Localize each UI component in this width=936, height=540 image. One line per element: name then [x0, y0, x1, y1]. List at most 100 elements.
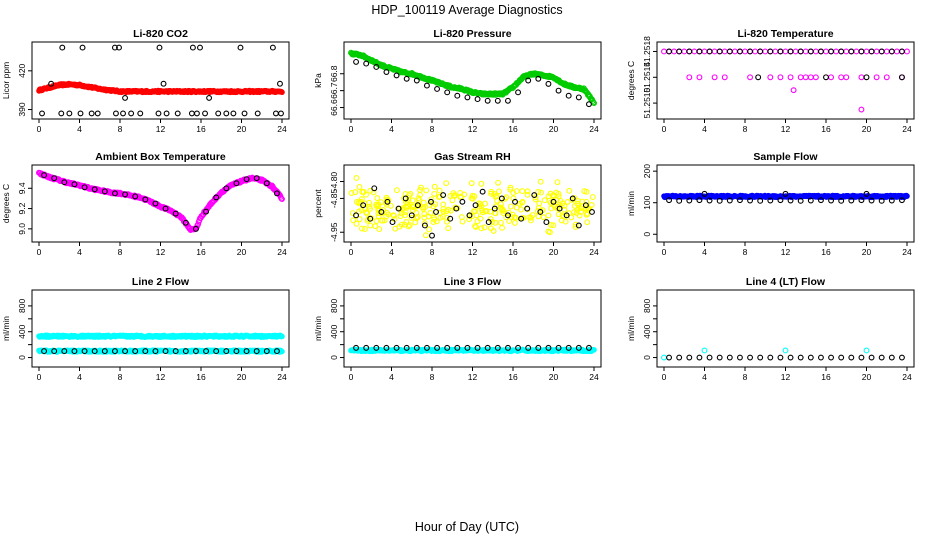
data-point	[591, 347, 597, 353]
data-point	[898, 48, 905, 55]
data-point	[472, 208, 478, 215]
x-tick-label: 0	[662, 247, 667, 257]
data-point	[873, 48, 880, 55]
data-point	[507, 186, 514, 193]
data-point	[562, 218, 569, 225]
data-point	[858, 197, 865, 204]
data-point	[706, 48, 713, 55]
data-point	[676, 48, 683, 55]
data-point	[101, 348, 108, 355]
data-point	[413, 77, 420, 84]
data-point	[797, 197, 804, 204]
data-point	[696, 48, 703, 55]
series-box-temp	[41, 172, 280, 232]
data-point	[559, 200, 566, 207]
data-point	[807, 48, 814, 55]
series-line-2-raw	[36, 332, 285, 340]
data-point	[353, 220, 360, 227]
data-point	[39, 110, 45, 117]
data-point	[356, 184, 363, 190]
data-point	[537, 209, 544, 215]
series-sample-flow	[666, 190, 905, 204]
data-point	[550, 198, 557, 205]
data-point	[395, 205, 402, 212]
x-tick-label: 8	[430, 124, 435, 134]
data-point	[752, 48, 759, 55]
data-point	[379, 217, 386, 224]
data-point	[838, 354, 845, 361]
x-tick-label: 20	[862, 124, 872, 134]
data-point	[817, 48, 824, 55]
y-tick-label: -4.95	[329, 222, 339, 242]
panel-y-axis-label: degrees C	[626, 61, 636, 100]
data-point	[494, 97, 501, 104]
x-tick-label: 24	[277, 372, 287, 382]
data-point	[162, 205, 169, 212]
data-point	[787, 74, 794, 81]
data-point	[863, 74, 870, 81]
data-point	[726, 354, 733, 361]
data-point	[858, 48, 865, 55]
data-point	[904, 48, 910, 55]
data-point	[474, 96, 481, 103]
data-point	[524, 205, 531, 212]
data-point	[706, 354, 713, 361]
data-point	[431, 183, 438, 190]
data-point	[515, 89, 522, 96]
data-point	[495, 179, 502, 186]
data-point	[701, 347, 708, 354]
panel-9: Line 4 (LT) Flow ml/min 0 4 8 12 16 20 24 0 400 800	[626, 276, 915, 382]
data-point	[464, 94, 471, 101]
data-point	[848, 354, 855, 361]
panel-6: Sample Flow ml/min 0 4 8 12 16 20 24 0 100 200	[626, 151, 915, 257]
data-point	[828, 197, 835, 204]
data-point	[505, 209, 512, 216]
data-point	[451, 192, 458, 199]
data-point	[721, 74, 728, 81]
data-point	[782, 347, 789, 354]
data-point	[498, 195, 505, 202]
data-point	[828, 354, 835, 361]
data-point	[192, 348, 199, 355]
data-point	[440, 192, 447, 198]
data-point	[588, 201, 595, 208]
data-point	[142, 196, 149, 203]
x-tick-label: 4	[702, 247, 707, 257]
data-point	[817, 354, 824, 361]
data-point	[58, 110, 65, 117]
x-tick-label: 4	[702, 372, 707, 382]
data-point	[373, 218, 380, 225]
data-point	[132, 348, 139, 355]
data-point	[823, 48, 829, 55]
data-point	[504, 97, 511, 104]
data-point	[253, 175, 260, 182]
data-point	[91, 186, 98, 193]
data-point	[731, 48, 738, 55]
data-point	[392, 225, 399, 232]
data-point	[444, 89, 451, 96]
data-point	[525, 77, 532, 84]
data-point	[519, 198, 526, 205]
x-tick-label: 0	[349, 247, 354, 257]
data-point	[747, 197, 754, 204]
data-point	[393, 187, 400, 194]
data-point	[428, 198, 434, 205]
x-tick-label: 16	[821, 124, 831, 134]
data-point	[691, 48, 698, 55]
data-point	[233, 348, 240, 355]
data-point	[279, 333, 285, 340]
x-tick-label: 12	[156, 372, 166, 382]
data-point	[797, 74, 804, 81]
data-point	[888, 197, 895, 204]
data-point	[203, 348, 210, 355]
data-point	[420, 205, 427, 212]
data-point	[383, 344, 390, 351]
data-point	[41, 172, 48, 179]
data-point	[122, 191, 129, 198]
data-point	[111, 44, 118, 51]
data-point	[525, 344, 532, 351]
panel-1: Li-820 CO2 Licor ppm 0 4 8 12 16 20 24 390 420	[1, 28, 290, 134]
data-point	[511, 219, 518, 226]
data-point	[838, 48, 845, 55]
data-point	[853, 48, 860, 55]
